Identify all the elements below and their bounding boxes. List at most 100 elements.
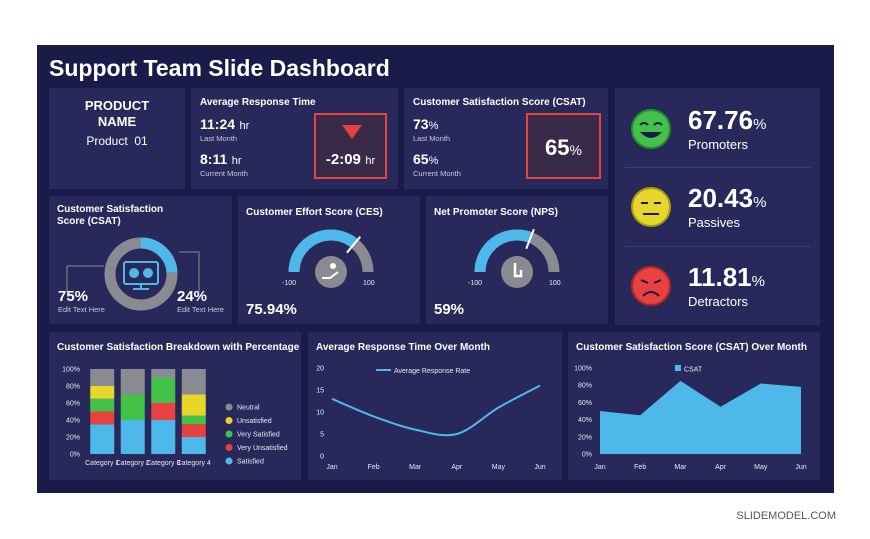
nps-max: 100 <box>549 280 561 287</box>
legend-label: Unsatisfied <box>237 418 272 425</box>
ces-gauge-fill <box>288 229 359 273</box>
area-x-tick: Feb <box>634 464 646 471</box>
area-x-tick: Jan <box>594 464 605 471</box>
legend-label: Satisfied <box>237 459 264 466</box>
bar-segment <box>90 386 115 399</box>
legend-swatch <box>225 417 233 424</box>
avg-response-delta-unit: hr <box>365 155 376 167</box>
csat-box-unit: % <box>569 142 582 158</box>
area-x-tick: May <box>754 464 768 471</box>
ces-panel: Customer Effort Score (CES) -100 100 75.… <box>238 196 420 324</box>
bar-segment <box>151 420 176 454</box>
csat-box: 65% <box>526 113 601 179</box>
legend-swatch <box>225 430 233 438</box>
nps-value: 59% <box>434 301 465 318</box>
legend-label: Neutral <box>237 405 260 412</box>
ces-max: 100 <box>363 280 375 287</box>
avg-response-current-value: 8:11 <box>200 151 228 167</box>
csat-donut-title-line2: Score (CSAT) <box>57 216 121 227</box>
csat-area-chart-title: Customer Satisfaction Score (CSAT) Over … <box>576 342 807 353</box>
legend-label: CSAT <box>684 367 703 374</box>
detractors-value: 11.81 <box>688 262 752 292</box>
donut-right-value: 24% <box>177 288 208 305</box>
ces-value: 75.94% <box>246 301 297 318</box>
line-y-tick: 0 <box>320 454 324 461</box>
breakdown-chart-title: Customer Satisfaction Breakdown with Per… <box>57 342 300 353</box>
credit-text: SLIDEMODEL.COM <box>736 510 836 522</box>
csat-current: 65% Current Month <box>413 151 461 178</box>
area-y-tick: 20% <box>578 434 592 441</box>
legend-label: Very Satisfied <box>237 432 280 439</box>
avg-response-last-value: 11:24 <box>200 116 236 132</box>
legend-swatch <box>225 457 233 465</box>
line-x-tick: Jan <box>326 464 337 471</box>
donut-right-leader <box>179 251 200 292</box>
bar-segment <box>181 369 206 395</box>
line-x-tick: Apr <box>451 464 463 471</box>
neutral-face-icon <box>631 187 671 227</box>
nps-min: -100 <box>468 280 482 287</box>
nps-divider-1 <box>625 167 811 168</box>
bar-x-tick: Category 2 <box>116 460 150 467</box>
csat-current-value: 65 <box>413 151 429 167</box>
bar-y-tick: 60% <box>66 401 80 408</box>
area-x-tick: Jun <box>795 464 806 471</box>
nps-row-detractors: 11.81% Detractors <box>615 247 820 325</box>
breakdown-chart-panel: Customer Satisfaction Breakdown with Per… <box>49 332 301 480</box>
line-x-tick: May <box>492 464 506 471</box>
csat-donut-title: Customer Satisfaction Score (CSAT) <box>57 204 163 228</box>
donut-left-leader <box>66 265 104 292</box>
line-series-avg-response <box>331 384 541 437</box>
bar-segment <box>181 424 206 437</box>
bar-y-tick: 20% <box>66 435 80 442</box>
avg-response-last: 11:24 hr Last Month <box>200 116 249 143</box>
nps-divider-2 <box>625 246 811 247</box>
area-x-tick: Apr <box>715 464 727 471</box>
line-x-tick: Mar <box>409 464 422 471</box>
line-x-tick: Feb <box>368 464 380 471</box>
nps-panel: Net Promoter Score (NPS) -100 100 59% <box>426 196 608 324</box>
csat-last-unit: % <box>428 120 439 132</box>
csat-donut-panel: Customer Satisfaction Score (CSAT) 75% E… <box>49 196 232 324</box>
bar-x-tick: Category 4 <box>177 460 211 467</box>
avg-response-current-label: Current Month <box>200 169 248 178</box>
legend-swatch <box>225 403 233 411</box>
page-title: Support Team Slide Dashboard <box>49 55 390 81</box>
avg-response-last-label: Last Month <box>200 134 238 143</box>
line-y-tick: 20 <box>316 366 324 373</box>
legend-label: Average Response Rate <box>394 368 470 375</box>
avg-response-delta-box: -2:09 hr <box>314 113 387 179</box>
promoters-unit: % <box>753 116 767 133</box>
csat-box-value: 65 <box>545 135 570 160</box>
bar-segment <box>90 424 115 454</box>
line-y-tick: 15 <box>316 388 324 395</box>
passives-value: 20.43 <box>688 183 754 213</box>
detractors-unit: % <box>751 273 765 290</box>
csat-summary-panel: Customer Satisfaction Score (CSAT) 73% L… <box>404 88 608 189</box>
area-y-tick: 80% <box>578 383 592 390</box>
donut-left-label: Edit Text Here <box>58 305 105 314</box>
line-y-tick: 10 <box>316 410 324 417</box>
area-x-tick: Mar <box>674 464 687 471</box>
ces-min: -100 <box>282 280 296 287</box>
area-y-tick: 0% <box>582 452 592 459</box>
passives-label: Passives <box>688 215 741 230</box>
bar-segment <box>151 369 176 378</box>
nps-row-passives: 20.43% Passives <box>615 168 820 246</box>
donut-left: 75% Edit Text Here <box>58 288 105 314</box>
nps-row-promoters: 67.76% Promoters <box>615 88 820 167</box>
legend-label: Very Unsatisfied <box>237 445 288 452</box>
response-line-chart: 0 5 10 15 20 Jan Feb Mar Apr May Jun Average Respon… <box>316 366 546 472</box>
avg-response-title: Average Response Time <box>200 97 316 108</box>
csat-current-label: Current Month <box>413 169 461 178</box>
bar-segment <box>151 403 176 420</box>
csat-last: 73% Last Month <box>413 116 450 143</box>
bar-segment <box>120 394 145 420</box>
legend-swatch <box>675 365 681 371</box>
sad-face-icon <box>631 266 671 306</box>
bar-segment <box>90 369 115 386</box>
bar-x-tick: Category 3 <box>146 460 180 467</box>
bar-segment <box>90 398 115 412</box>
product-heading-line1: PRODUCT <box>84 98 150 113</box>
